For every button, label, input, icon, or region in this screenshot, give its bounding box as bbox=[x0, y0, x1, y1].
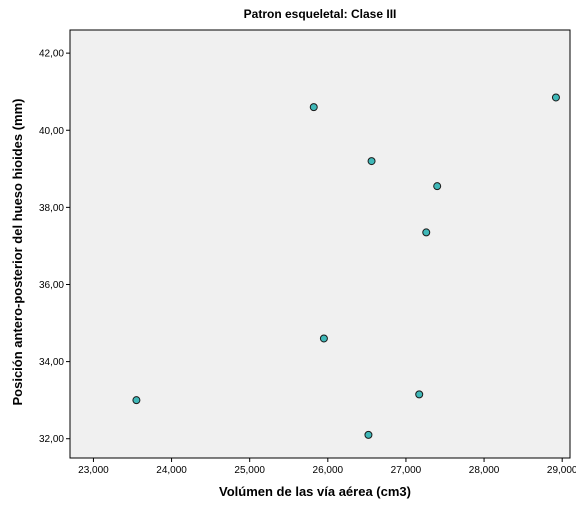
data-point bbox=[433, 182, 442, 191]
data-points bbox=[132, 93, 560, 439]
data-point bbox=[319, 334, 328, 343]
data-point bbox=[309, 103, 318, 112]
y-tick-label: 42,00 bbox=[39, 49, 64, 60]
x-tick-label: 28,000 bbox=[469, 465, 500, 476]
y-tick-label: 38,00 bbox=[39, 203, 64, 214]
data-point bbox=[367, 157, 376, 166]
y-axis-title: Posición antero-posterior del hueso hioi… bbox=[10, 99, 25, 406]
data-point bbox=[422, 228, 431, 237]
x-axis-title: Volúmen de las vía aérea (cm3) bbox=[219, 484, 411, 499]
x-tick-label: 26,000 bbox=[313, 465, 344, 476]
plot-area bbox=[69, 29, 571, 459]
y-tick-label: 40,00 bbox=[39, 126, 64, 137]
y-tick-label: 34,00 bbox=[39, 357, 64, 368]
y-tick-label: 32,00 bbox=[39, 434, 64, 445]
x-tick-label: 23,000 bbox=[78, 465, 109, 476]
chart-title: Patron esqueletal: Clase III bbox=[244, 7, 397, 21]
y-axis-ticks: 32,00 34,00 36,00 38,00 40,00 42,00 bbox=[39, 49, 70, 445]
data-point bbox=[132, 396, 141, 405]
x-tick-label: 27,000 bbox=[391, 465, 422, 476]
x-axis-ticks: 23,000 24,000 25,000 26,000 27,000 28,000 29,0… bbox=[78, 458, 576, 476]
x-tick-label: 24,000 bbox=[156, 465, 187, 476]
data-point bbox=[364, 430, 373, 439]
data-point bbox=[415, 390, 424, 399]
x-tick-label: 25,000 bbox=[234, 465, 265, 476]
data-point bbox=[551, 93, 560, 102]
x-tick-label: 29,000 bbox=[547, 465, 576, 476]
y-tick-label: 36,00 bbox=[39, 280, 64, 291]
